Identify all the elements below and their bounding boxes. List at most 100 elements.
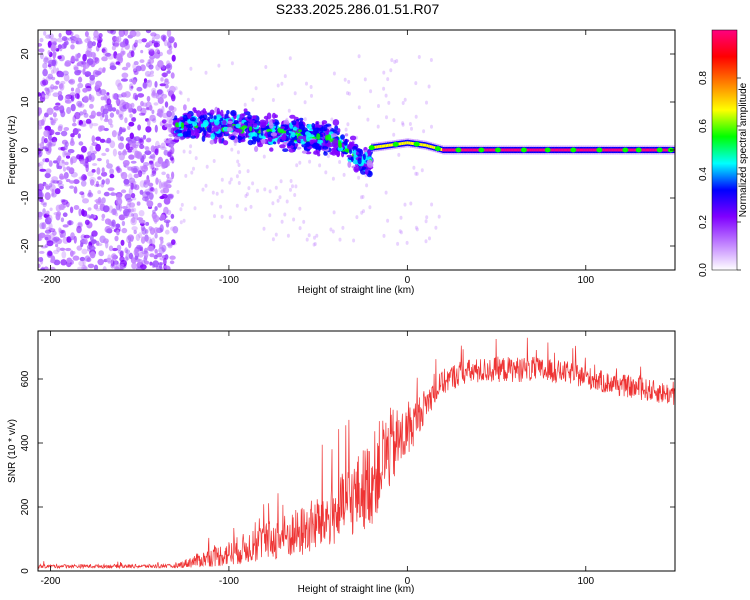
spectrogram-tone-core [649,148,652,152]
spectrogram-tone-core [462,148,465,152]
snr-plot-area [38,331,675,571]
spectrogram-faint-blob [343,77,347,82]
spectrogram-signal-blob [347,143,353,150]
spectrogram-noise-blob [121,150,128,156]
spectrogram-signal-blob [210,133,215,140]
spectrogram-signal-blob [305,141,311,148]
spectrogram-signal-blob [190,130,197,136]
spectrogram-tone-core [528,148,531,152]
spectrogram-faint-blob [412,165,416,170]
spectrogram-noise-blob [49,266,56,270]
spectrogram-ytick-label: 20 [20,48,31,60]
spectrogram-faint-blob [368,205,372,210]
spectrogram-faint-blob [204,70,208,75]
spectrogram-noise-blob [152,260,160,268]
colorbar-gradient [711,29,738,271]
spectrogram-noise-blob [76,69,82,74]
spectrogram-noise-blob [89,103,94,109]
spectrogram-noise-blob [84,71,92,77]
spectrogram-noise-blob [73,179,80,185]
spectrogram-noise-blob [96,111,102,117]
spectrogram-noise-blob [163,149,169,156]
spectrogram-noise-blob [60,80,66,85]
spectrogram-faint-blob [342,172,346,177]
spectrogram-noise-blob [121,227,128,234]
spectrogram-noise-blob [63,203,67,208]
spectrogram-noise-blob [44,216,52,225]
spectrogram-marks [38,30,675,270]
spectrogram-signal-blob [313,150,319,155]
spectrogram-faint-blob [271,201,275,206]
spectrogram-signal-blob [349,135,357,141]
spectrogram-noise-blob [120,172,124,177]
spectrogram-noise-blob [149,261,153,266]
spectrogram-faint-blob [235,174,239,179]
spectrogram-noise-blob [73,186,78,194]
spectrogram-signal-blob [325,123,332,127]
spectrogram-noise-blob [170,213,175,219]
spectrogram-noise-blob [125,249,131,254]
spectrogram-faint-blob [384,190,388,195]
spectrogram-noise-blob [163,265,170,269]
spectrogram-noise-blob [64,141,69,147]
spectrogram-noise-blob [91,169,96,173]
spectrogram-noise-blob [59,175,65,180]
spectrogram-noise-blob [101,167,105,173]
spectrogram-noise-blob [39,37,44,43]
spectrogram-signal-blob [268,121,274,129]
spectrogram-noise-blob [102,108,109,115]
spectrogram-faint-blob [430,202,434,207]
spectrogram-noise-blob [139,180,146,188]
spectrogram-noise-blob [70,39,75,44]
spectrogram-noise-blob [115,36,119,42]
spectrogram-noise-blob [101,213,106,219]
spectrogram-faint-blob [283,212,287,217]
spectrogram-noise-blob [39,250,45,254]
spectrogram-noise-blob [56,211,62,217]
spectrogram-noise-blob [124,38,129,45]
spectrogram-noise-blob [70,156,77,164]
spectrogram-noise-blob [71,122,77,127]
spectrogram-noise-blob [133,173,140,179]
spectrogram-noise-blob [166,177,173,184]
spectrogram-faint-blob [179,220,183,225]
spectrogram-noise-blob [149,253,155,258]
spectrogram-noise-blob [95,80,102,88]
spectrogram-tone-core [472,148,475,152]
spectrogram-faint-blob [271,237,275,242]
spectrogram-noise-blob [82,198,89,204]
spectrogram-signal-blob [367,150,371,156]
spectrogram-noise-blob [54,188,61,195]
spectrogram-noise-blob [39,192,44,198]
spectrogram-noise-blob [171,239,176,246]
spectrogram-noise-blob [139,138,144,143]
spectrogram-faint-blob [310,93,313,98]
spectrogram-signal-blob [177,133,184,137]
colorbar-tick-label: 0.6 [698,119,709,133]
spectrogram-faint-blob [280,81,284,86]
spectrogram-noise-blob [76,62,82,67]
spectrogram-noise-blob [44,229,52,234]
spectrogram-noise-blob [132,63,136,70]
spectrogram-noise-blob [46,210,50,215]
spectrogram-faint-blob [220,189,224,194]
spectrogram-noise-blob [121,189,127,194]
spectrogram-noise-blob [83,112,89,118]
spectrogram-noise-blob [97,176,102,180]
spectrogram-noise-blob [130,166,138,174]
spectrogram-noise-blob [57,94,64,101]
spectrogram-noise-blob [80,145,87,153]
spectrogram-noise-blob [64,95,70,103]
spectrogram-signal-blob [172,139,180,143]
spectrogram-tone-core [399,142,402,146]
spectrogram-faint-blob [249,204,253,209]
spectrogram-noise-blob [124,247,128,254]
spectrogram-noise-blob [70,87,75,92]
spectrogram-noise-blob [155,48,160,54]
spectrogram-noise-blob [46,107,54,116]
spectrogram-noise-blob [84,161,89,169]
spectrogram-signal-blob [254,146,259,152]
spectrogram-noise-blob [79,191,85,196]
spectrogram-noise-blob [51,176,58,182]
